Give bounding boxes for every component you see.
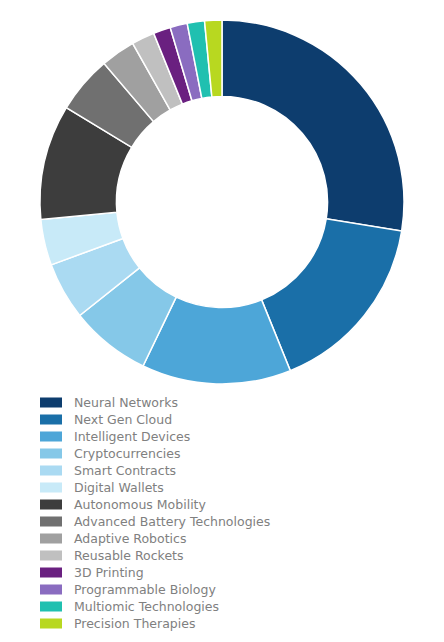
legend-item: 3D Printing [40, 565, 144, 580]
legend-label: Reusable Rockets [74, 548, 184, 563]
donut [40, 20, 404, 384]
legend-swatch [40, 619, 62, 629]
legend-label: Multiomic Technologies [74, 599, 219, 614]
legend-label: 3D Printing [74, 565, 144, 580]
legend-label: Neural Networks [74, 395, 178, 410]
slice [222, 20, 404, 231]
legend-label: Advanced Battery Technologies [74, 514, 270, 529]
legend-item: Adaptive Robotics [40, 531, 186, 546]
legend-item: Programmable Biology [40, 582, 216, 597]
legend-item: Next Gen Cloud [40, 412, 172, 427]
legend-item: Precision Therapies [40, 616, 195, 631]
slice [205, 20, 222, 97]
legend-swatch [40, 517, 62, 527]
legend-label: Digital Wallets [74, 480, 164, 495]
legend-swatch [40, 415, 62, 425]
legend-label: Adaptive Robotics [74, 531, 186, 546]
legend-label: Next Gen Cloud [74, 412, 172, 427]
legend-item: Autonomous Mobility [40, 497, 207, 512]
legend-swatch [40, 398, 62, 408]
legend: Neural Networks Next Gen Cloud Intelligent… [40, 395, 270, 631]
legend-swatch [40, 568, 62, 578]
legend-swatch [40, 449, 62, 459]
legend-item: Cryptocurrencies [40, 446, 181, 461]
legend-swatch [40, 534, 62, 544]
slice [41, 212, 123, 265]
legend-label: Intelligent Devices [74, 429, 190, 444]
chart: Neural Networks Next Gen Cloud Intelligent… [0, 0, 444, 642]
legend-item: Intelligent Devices [40, 429, 190, 444]
legend-swatch [40, 432, 62, 442]
legend-label: Precision Therapies [74, 616, 195, 631]
legend-label: Cryptocurrencies [74, 446, 181, 461]
legend-swatch [40, 483, 62, 493]
legend-swatch [40, 602, 62, 612]
legend-label: Smart Contracts [74, 463, 176, 478]
legend-item: Reusable Rockets [40, 548, 184, 563]
legend-swatch [40, 466, 62, 476]
legend-item: Digital Wallets [40, 480, 164, 495]
legend-item: Multiomic Technologies [40, 599, 219, 614]
legend-item: Advanced Battery Technologies [40, 514, 270, 529]
slice [262, 219, 402, 371]
legend-swatch [40, 551, 62, 561]
legend-item: Neural Networks [40, 395, 178, 410]
legend-label: Programmable Biology [74, 582, 216, 597]
legend-item: Smart Contracts [40, 463, 176, 478]
legend-swatch [40, 585, 62, 595]
legend-swatch [40, 500, 62, 510]
legend-label: Autonomous Mobility [74, 497, 207, 512]
